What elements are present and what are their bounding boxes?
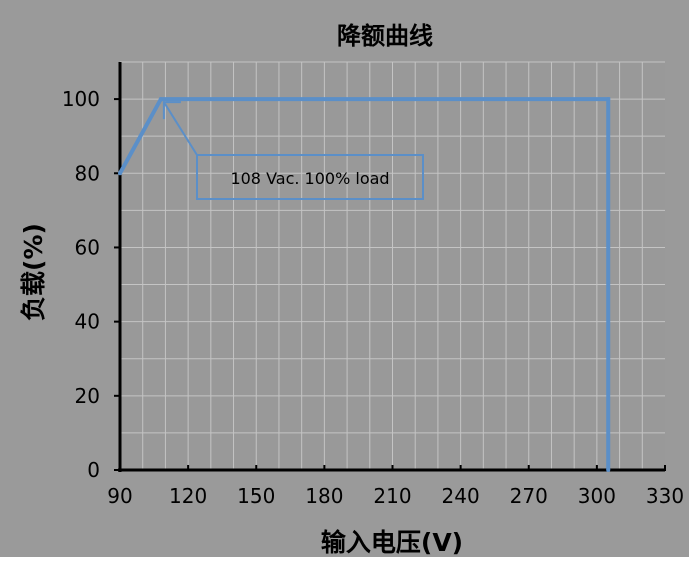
x-tick-label: 210 (373, 484, 411, 508)
y-tick-label: 100 (62, 87, 100, 111)
data-point (118, 171, 122, 176)
data-point (606, 97, 611, 102)
x-tick-label: 240 (442, 484, 480, 508)
y-tick-label: 40 (75, 310, 100, 334)
annotation-arrowhead (162, 101, 181, 120)
series-layer (118, 97, 611, 472)
x-tick-label: 270 (510, 484, 548, 508)
annotation-layer: 108 Vac. 100% load (162, 101, 424, 200)
x-axis-label: 输入电压(V) (321, 528, 463, 557)
annotation-leader-line (163, 101, 198, 156)
y-tick-label: 20 (75, 384, 100, 408)
chart-title: 降额曲线 (337, 22, 433, 50)
x-tick-label: 180 (305, 484, 343, 508)
derating-curve (118, 97, 611, 470)
x-tick-label: 120 (169, 484, 207, 508)
y-tick-label: 60 (75, 235, 100, 259)
data-point (158, 97, 163, 102)
y-axis-label: 负载(%) (19, 223, 48, 321)
y-tick-label: 80 (75, 161, 100, 185)
x-tick-label: 300 (578, 484, 616, 508)
data-point (606, 468, 611, 472)
x-tick-label: 90 (107, 484, 132, 508)
axes (114, 62, 666, 472)
x-tick-label: 330 (646, 484, 684, 508)
tick-labels: 90 120 150 180 210 240 270 300 330 0 20 40 60 80 100 (62, 87, 684, 508)
y-tick-label: 0 (87, 458, 100, 482)
annotation-label: 108 Vac. 100% load (230, 169, 389, 188)
x-tick-label: 150 (237, 484, 275, 508)
annotation-box (196, 154, 424, 200)
